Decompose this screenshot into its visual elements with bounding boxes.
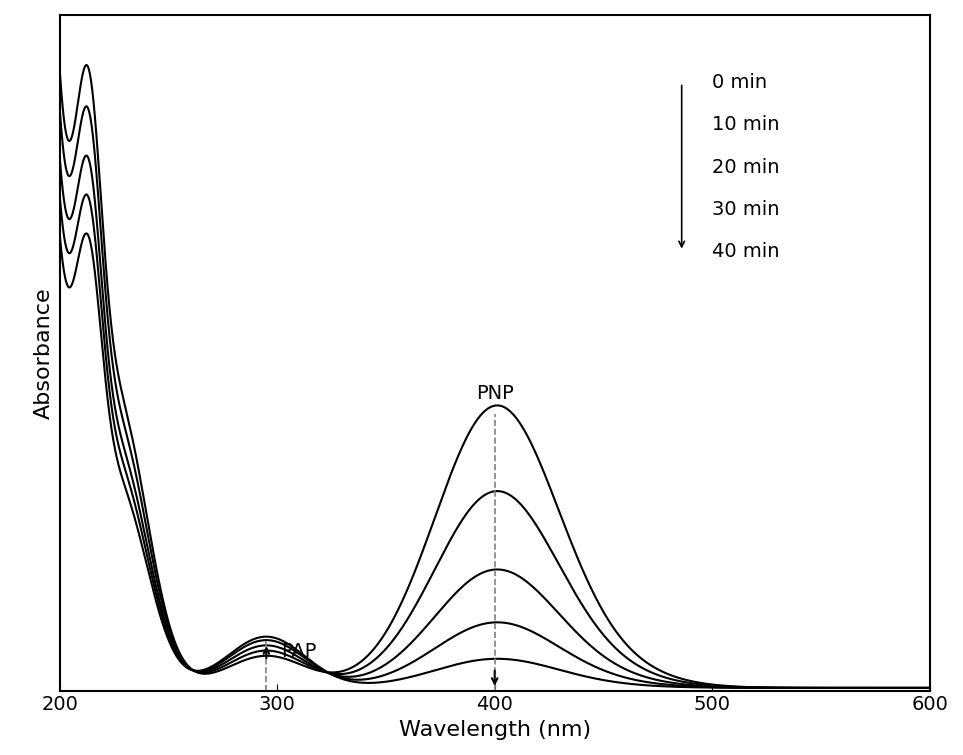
Text: PNP: PNP xyxy=(476,384,513,403)
Text: 30 min: 30 min xyxy=(712,200,780,219)
Y-axis label: Absorbance: Absorbance xyxy=(35,287,54,418)
X-axis label: Wavelength (nm): Wavelength (nm) xyxy=(399,720,590,740)
Text: 0 min: 0 min xyxy=(712,73,768,92)
Text: 20 min: 20 min xyxy=(712,158,780,177)
Text: PAP: PAP xyxy=(281,643,317,661)
Text: 40 min: 40 min xyxy=(712,242,780,261)
Text: 10 min: 10 min xyxy=(712,116,780,134)
